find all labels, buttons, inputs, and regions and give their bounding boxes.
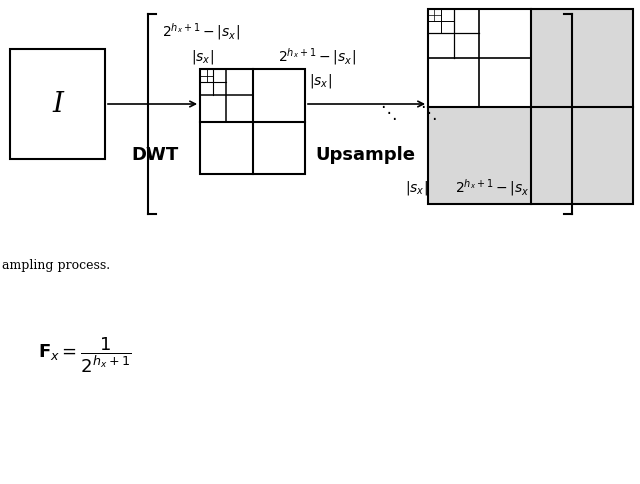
Text: $|s_x|$: $|s_x|$ bbox=[309, 72, 332, 90]
Bar bbox=[428, 10, 633, 205]
Text: $\ddots$: $\ddots$ bbox=[420, 103, 436, 122]
Text: $|s_x|$: $|s_x|$ bbox=[405, 179, 428, 197]
Text: $2^{h_x+1}-|s_x|$: $2^{h_x+1}-|s_x|$ bbox=[455, 177, 533, 198]
Text: Upsample: Upsample bbox=[315, 146, 415, 164]
Text: $2^{h_x+1}-|s_x|$: $2^{h_x+1}-|s_x|$ bbox=[278, 46, 356, 67]
Bar bbox=[428, 10, 633, 205]
Text: I: I bbox=[52, 91, 63, 118]
Bar bbox=[200, 70, 305, 175]
Bar bbox=[531, 10, 633, 107]
Text: ampling process.: ampling process. bbox=[2, 258, 110, 271]
Text: $|s_x|$: $|s_x|$ bbox=[191, 48, 214, 66]
Text: $2^{h_x+1}-|s_x|$: $2^{h_x+1}-|s_x|$ bbox=[162, 21, 240, 43]
Text: $\ddots$: $\ddots$ bbox=[380, 103, 397, 122]
Bar bbox=[10, 50, 105, 160]
Bar bbox=[531, 107, 633, 205]
Text: $\mathbf{F}_x = \dfrac{1}{2^{h_x+1}}$: $\mathbf{F}_x = \dfrac{1}{2^{h_x+1}}$ bbox=[38, 334, 132, 374]
Bar bbox=[428, 107, 531, 205]
Text: DWT: DWT bbox=[131, 146, 179, 164]
